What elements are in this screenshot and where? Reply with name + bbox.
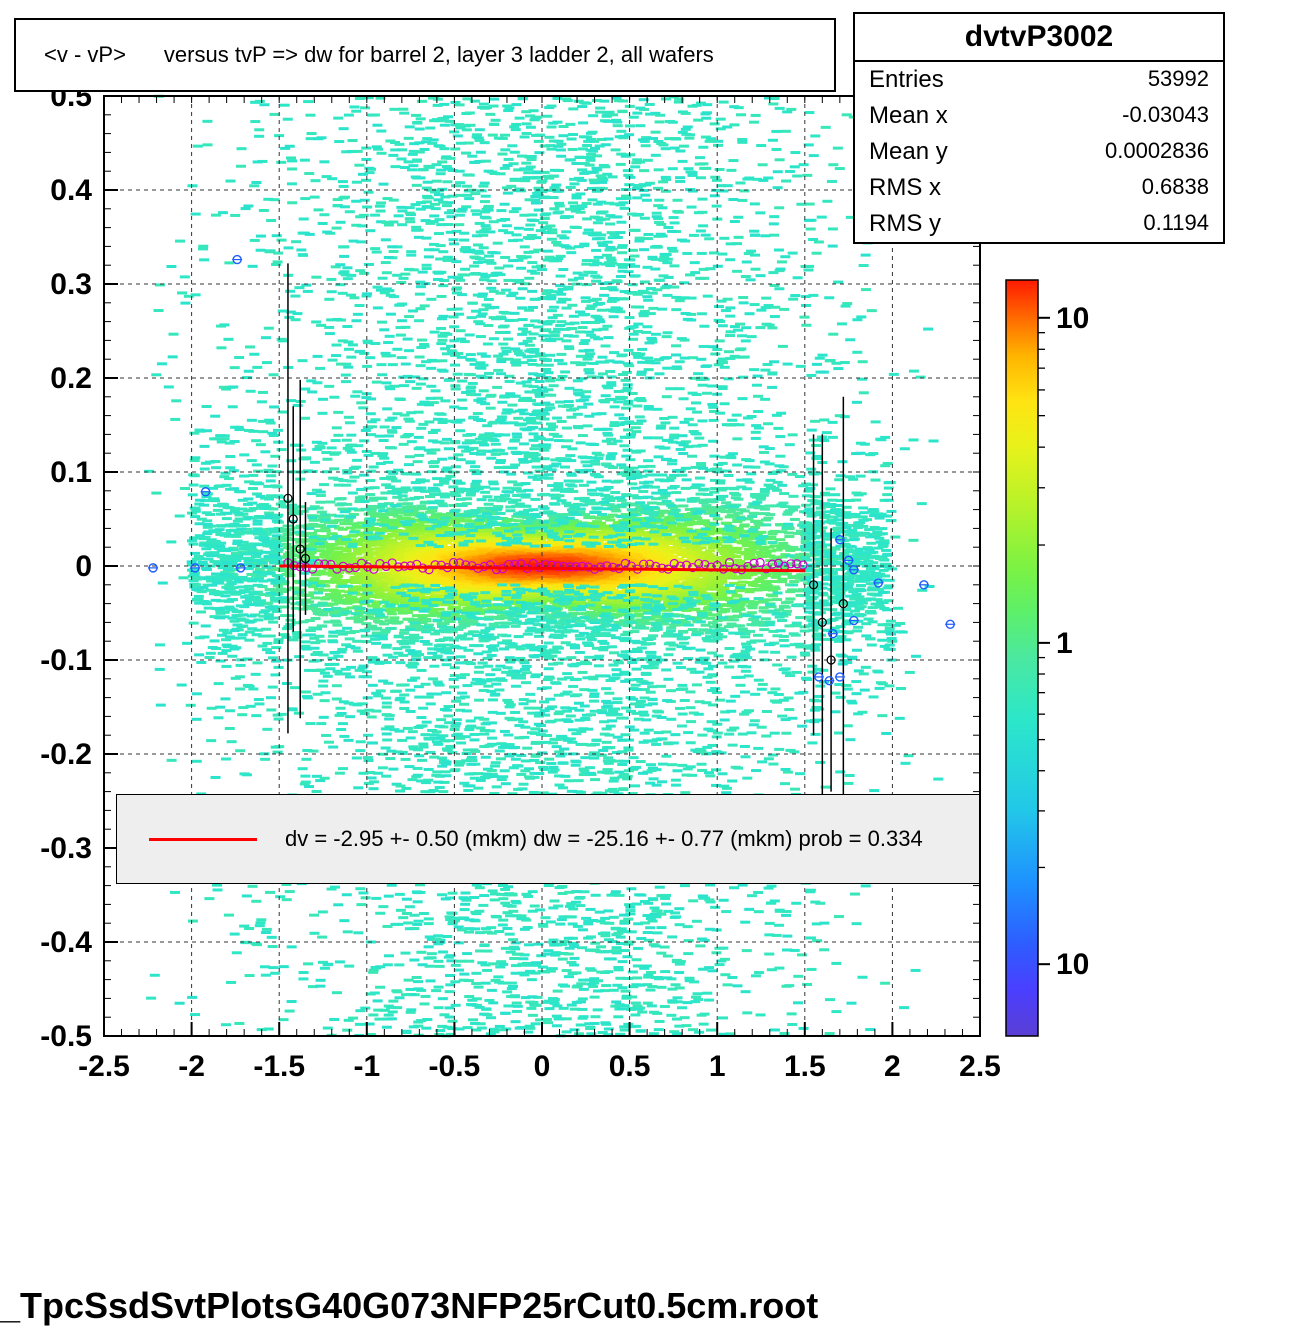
- plot-title: <v - vP> versus tvP => dw for barrel 2, …: [14, 18, 836, 92]
- stats-rmsy-label: RMS y: [869, 210, 941, 238]
- fit-legend: dv = -2.95 +- 0.50 (mkm) dw = -25.16 +- …: [116, 794, 980, 884]
- stats-name: dvtvP3002: [855, 14, 1223, 62]
- stats-meany-label: Mean y: [869, 138, 948, 166]
- stats-entries-label: Entries: [869, 66, 944, 94]
- stats-box: dvtvP3002 Entries 53992 Mean x -0.03043 …: [853, 12, 1225, 244]
- stats-rmsy: 0.1194: [1143, 210, 1209, 238]
- stats-meanx-label: Mean x: [869, 102, 948, 130]
- stats-entries: 53992: [1148, 66, 1209, 94]
- stats-meanx: -0.03043: [1122, 102, 1209, 130]
- stats-meany: 0.0002836: [1105, 138, 1209, 166]
- title-rest: versus tvP => dw for barrel 2, layer 3 l…: [164, 42, 714, 68]
- footer-filename: _TpcSsdSvtPlotsG40G073NFP25rCut0.5cm.roo…: [0, 1285, 818, 1327]
- fit-legend-text: dv = -2.95 +- 0.50 (mkm) dw = -25.16 +- …: [285, 826, 923, 852]
- title-prefix: <v - vP>: [44, 42, 126, 68]
- stats-rmsx-label: RMS x: [869, 174, 941, 202]
- stats-rmsx: 0.6838: [1142, 174, 1209, 202]
- fit-line-swatch: [149, 838, 257, 841]
